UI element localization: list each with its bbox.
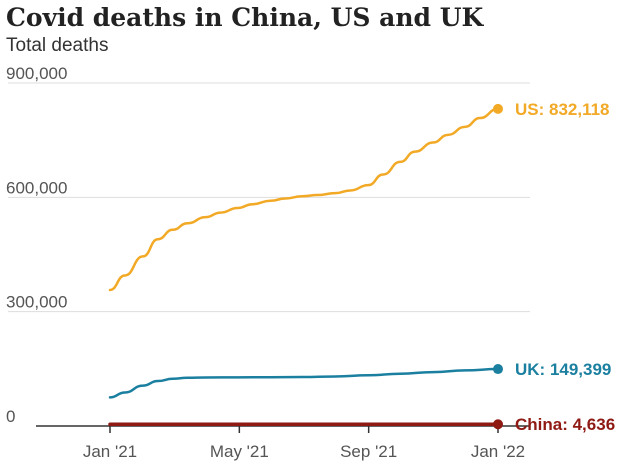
x-tick-label: Jan '21 <box>83 442 137 461</box>
china-end-marker <box>493 419 503 430</box>
y-tick-label: 300,000 <box>6 293 67 312</box>
uk-end-marker <box>493 364 503 375</box>
uk-end-label: UK: 149,399 <box>515 360 611 379</box>
x-axis: Jan '21 May '21 Sep '21 Jan '22 <box>36 425 530 461</box>
us-series-line <box>108 107 500 292</box>
x-tick-label: May '21 <box>210 442 269 461</box>
us-end-marker <box>493 103 503 114</box>
x-tick-label: Jan '22 <box>471 442 525 461</box>
chart-title: Covid deaths in China, US and UK <box>6 3 484 32</box>
y-tick-label: 600,000 <box>6 178 67 197</box>
series-lines <box>108 103 503 430</box>
y-tick-label: 900,000 <box>6 64 67 83</box>
uk-series-line <box>108 367 500 399</box>
us-end-label: US: 832,118 <box>515 100 610 119</box>
end-labels: US: 832,118 UK: 149,399 China: 4,636 <box>515 100 615 434</box>
grid-lines <box>8 82 530 313</box>
y-tick-label: 0 <box>6 407 15 426</box>
y-axis-tick-labels: 0 300,000 600,000 900,000 <box>6 64 67 426</box>
chart-subtitle: Total deaths <box>6 35 109 56</box>
x-tick-label: Sep '21 <box>340 442 397 461</box>
china-end-label: China: 4,636 <box>515 415 615 434</box>
